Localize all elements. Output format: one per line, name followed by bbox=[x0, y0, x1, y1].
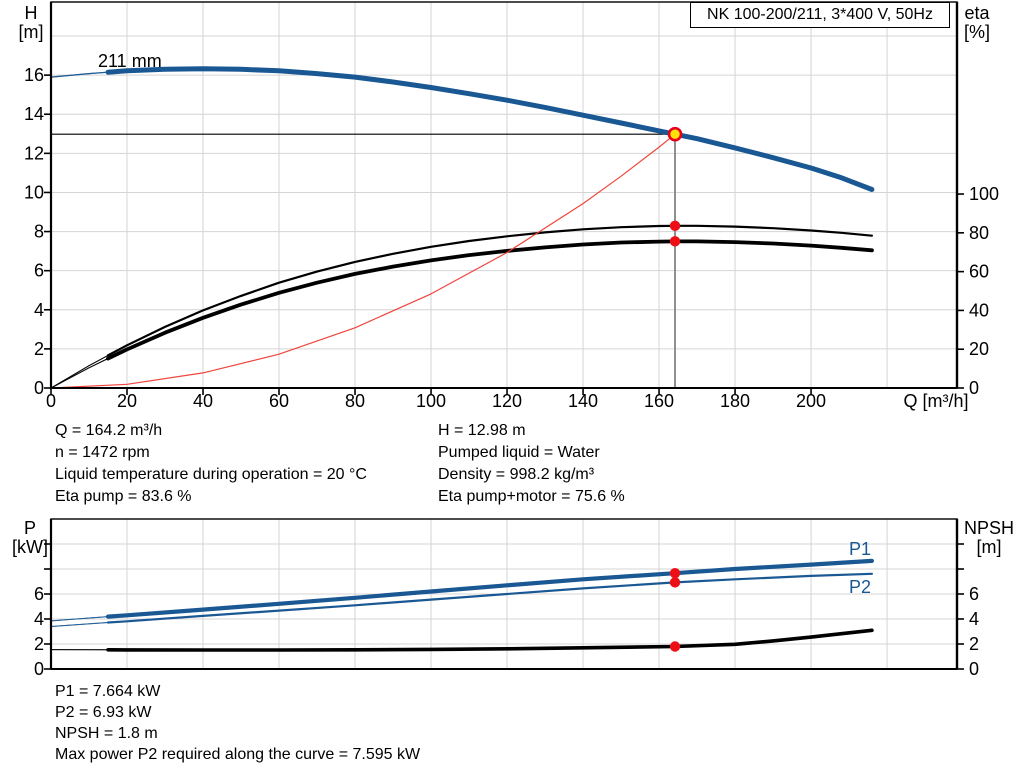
svg-text:160: 160 bbox=[644, 391, 674, 411]
svg-text:6: 6 bbox=[969, 584, 979, 604]
svg-text:4: 4 bbox=[34, 300, 44, 320]
chart-frame bbox=[50, 1, 958, 389]
p1-curve-label: P1 bbox=[849, 539, 872, 559]
efficiency-duty-dot bbox=[669, 236, 681, 247]
system-curve bbox=[50, 133, 676, 389]
h-axis-title-line2: [m] bbox=[18, 22, 44, 42]
efficiency-pump-curve bbox=[50, 224, 874, 389]
impeller-size-label: 211 mm bbox=[98, 51, 162, 71]
info-max-power: Max power P2 required along the curve = … bbox=[55, 746, 421, 763]
svg-text:20: 20 bbox=[969, 339, 989, 359]
q-axis-label: Q [m³/h] bbox=[903, 391, 968, 411]
svg-text:100: 100 bbox=[969, 184, 999, 204]
svg-text:8: 8 bbox=[34, 222, 44, 242]
power-duty-dot bbox=[669, 641, 681, 652]
info-density: Density = 998.2 kg/m³ bbox=[438, 466, 595, 483]
h-axis-title-line1: H bbox=[24, 3, 38, 23]
svg-text:0: 0 bbox=[46, 391, 56, 411]
power-axis-ticks: 0 2 4 6 0 2 4 6 bbox=[34, 543, 979, 679]
svg-text:4: 4 bbox=[969, 609, 979, 629]
h-axis-title: H [m] bbox=[9, 4, 53, 42]
svg-text:140: 140 bbox=[568, 391, 598, 411]
svg-text:120: 120 bbox=[492, 391, 522, 411]
info-n: n = 1472 rpm bbox=[55, 444, 150, 461]
svg-text:60: 60 bbox=[269, 391, 289, 411]
efficiency-pump-motor-curve bbox=[50, 239, 874, 389]
npsh-axis-title: NPSH [m] bbox=[958, 519, 1020, 557]
npsh-curve bbox=[50, 628, 874, 652]
info-npsh: NPSH = 1.8 m bbox=[55, 725, 158, 742]
svg-text:0: 0 bbox=[34, 659, 44, 679]
npsh-axis-title-line2: [m] bbox=[976, 537, 1002, 557]
svg-text:80: 80 bbox=[345, 391, 365, 411]
info-eta-pump-motor: Eta pump+motor = 75.6 % bbox=[438, 488, 625, 505]
svg-text:16: 16 bbox=[24, 65, 44, 85]
svg-text:2: 2 bbox=[969, 634, 979, 654]
svg-text:180: 180 bbox=[720, 391, 750, 411]
eta-axis-title-line1: eta bbox=[964, 3, 990, 23]
info-pumped-liquid: Pumped liquid = Water bbox=[438, 444, 600, 461]
npsh-axis-title-line1: NPSH bbox=[963, 518, 1014, 538]
svg-text:2: 2 bbox=[34, 634, 44, 654]
p-axis-title-line1: P bbox=[23, 518, 36, 538]
info-p2: P2 = 6.93 kW bbox=[55, 704, 152, 721]
svg-text:4: 4 bbox=[34, 609, 44, 629]
p2-curve bbox=[50, 572, 874, 627]
info-p1: P1 = 7.664 kW bbox=[55, 683, 161, 700]
duty-info-left: Q = 164.2 m³/h n = 1472 rpm Liquid tempe… bbox=[55, 420, 367, 508]
p-axis-title-line2: [kW] bbox=[12, 537, 48, 557]
svg-text:6: 6 bbox=[34, 261, 44, 281]
info-liquid-temp: Liquid temperature during operation = 20… bbox=[55, 466, 367, 483]
p-axis-title: P [kW] bbox=[8, 519, 52, 557]
svg-text:20: 20 bbox=[117, 391, 137, 411]
info-q: Q = 164.2 m³/h bbox=[55, 422, 163, 439]
pump-title-text: NK 100-200/211, 3*400 V, 50Hz bbox=[707, 6, 933, 23]
svg-text:6: 6 bbox=[34, 584, 44, 604]
efficiency-duty-dot bbox=[669, 220, 681, 232]
svg-text:80: 80 bbox=[969, 223, 989, 243]
svg-text:14: 14 bbox=[24, 104, 44, 124]
power-duty-dot bbox=[669, 577, 681, 588]
svg-text:40: 40 bbox=[193, 391, 213, 411]
eta-axis-title-line2: [%] bbox=[963, 22, 990, 42]
power-info: P1 = 7.664 kW P2 = 6.93 kW NPSH = 1.8 m … bbox=[55, 681, 420, 765]
power-duty-dot bbox=[669, 568, 681, 579]
svg-text:10: 10 bbox=[24, 182, 44, 202]
svg-text:0: 0 bbox=[34, 378, 44, 398]
info-h: H = 12.98 m bbox=[438, 422, 526, 439]
svg-text:0: 0 bbox=[969, 378, 979, 398]
svg-text:2: 2 bbox=[34, 339, 44, 359]
svg-text:100: 100 bbox=[416, 391, 446, 411]
svg-text:0: 0 bbox=[969, 659, 979, 679]
duty-info-right: H = 12.98 m Pumped liquid = Water Densit… bbox=[438, 420, 625, 508]
svg-text:40: 40 bbox=[969, 300, 989, 320]
duty-point bbox=[667, 126, 683, 142]
eta-axis-title: eta [%] bbox=[953, 4, 1001, 42]
p1-curve bbox=[50, 558, 875, 622]
info-eta-pump: Eta pump = 83.6 % bbox=[55, 488, 192, 505]
p2-curve-label: P2 bbox=[849, 577, 872, 597]
svg-text:60: 60 bbox=[969, 262, 989, 282]
pump-head-curve bbox=[50, 66, 875, 192]
svg-text:12: 12 bbox=[24, 143, 44, 163]
svg-text:200: 200 bbox=[796, 391, 826, 411]
pump-title-box: NK 100-200/211, 3*400 V, 50Hz bbox=[690, 2, 950, 28]
hq-grid bbox=[51, 2, 957, 388]
